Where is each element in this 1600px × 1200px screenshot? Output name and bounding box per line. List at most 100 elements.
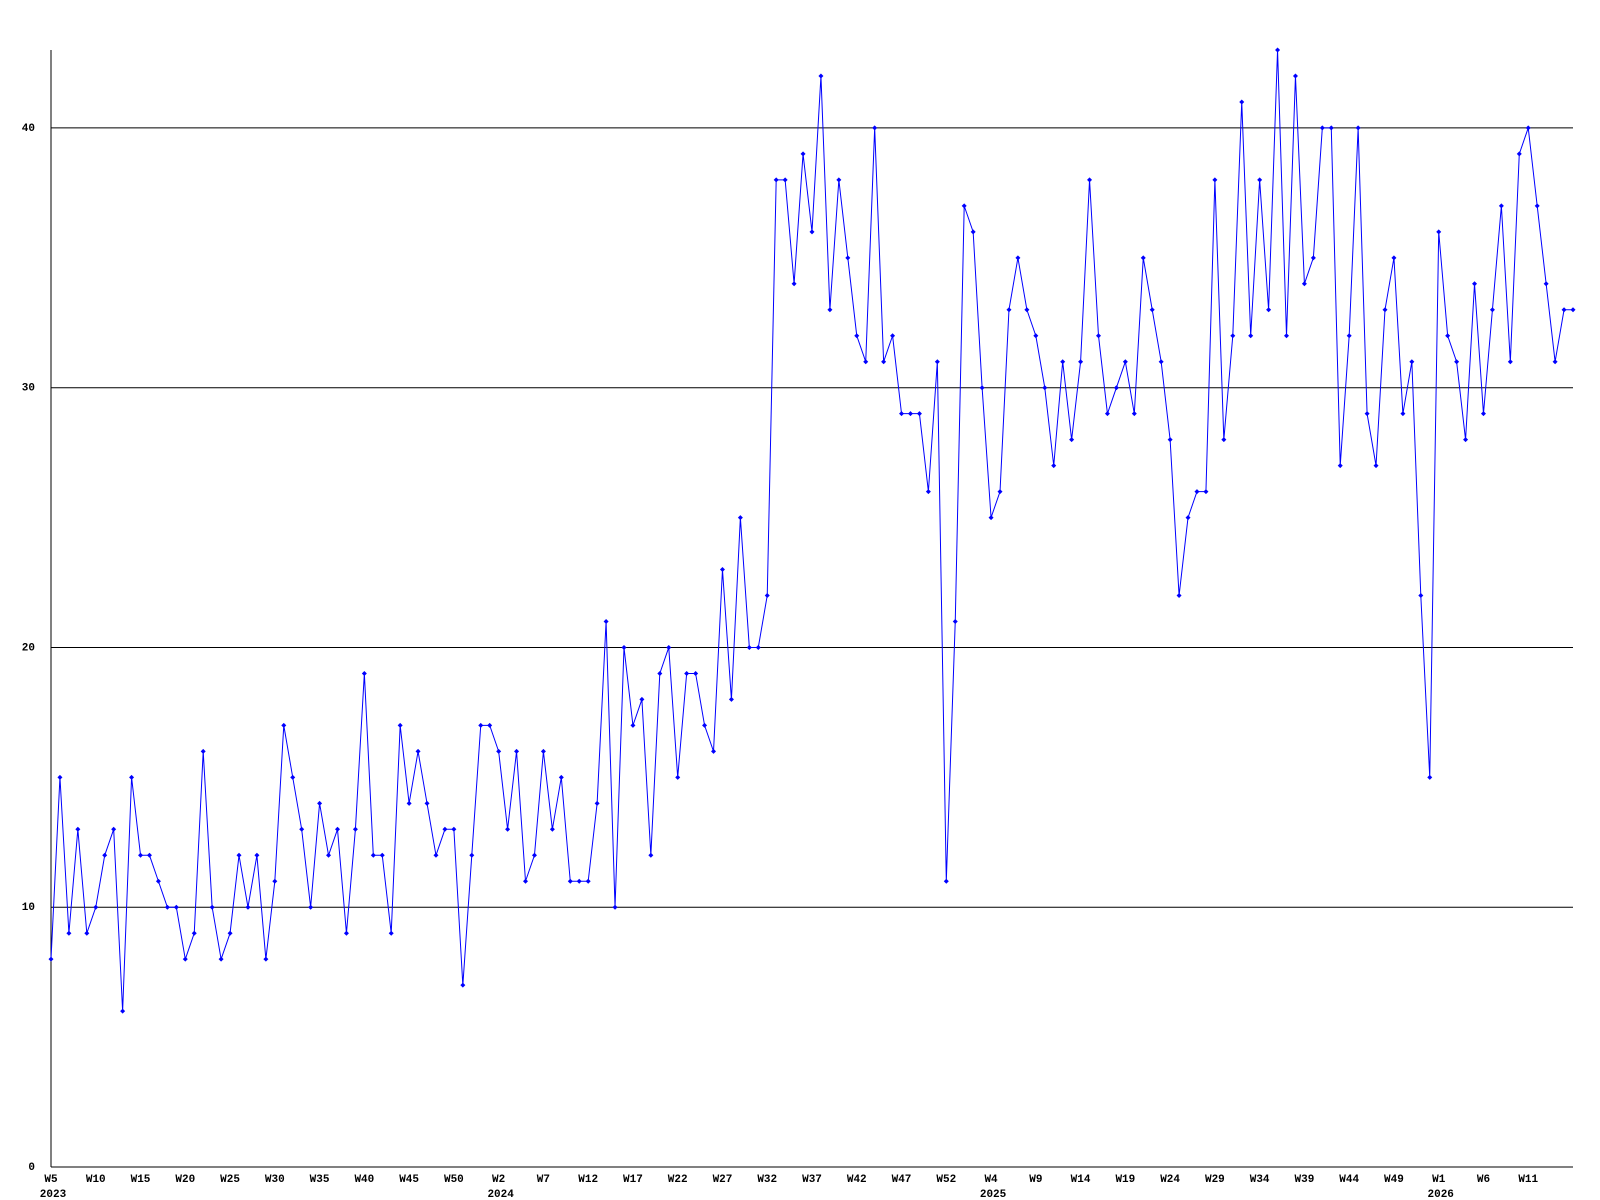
data-point [567, 878, 573, 884]
data-point [57, 774, 63, 780]
data-point [585, 878, 591, 884]
data-point [997, 489, 1003, 495]
data-point [684, 670, 690, 676]
data-point [1391, 255, 1397, 261]
data-point [1507, 359, 1513, 365]
x-tick-label: W9 [1029, 1174, 1042, 1186]
data-point [1033, 333, 1039, 339]
data-point [451, 826, 457, 832]
data-point [711, 748, 717, 754]
data-point [1015, 255, 1021, 261]
data-point [406, 800, 412, 806]
data-point [1230, 333, 1236, 339]
data-point [1364, 411, 1370, 417]
data-point [1543, 281, 1549, 287]
data-point [800, 151, 806, 157]
x-tick-label: W22 [668, 1174, 688, 1186]
data-point [1337, 463, 1343, 469]
data-point [209, 904, 215, 910]
data-point [1382, 307, 1388, 313]
data-point [594, 800, 600, 806]
data-point [1060, 359, 1066, 365]
data-point [737, 515, 743, 521]
data-point [290, 774, 296, 780]
y-tick-label: 10 [22, 902, 35, 914]
data-point [370, 852, 376, 858]
data-point [1006, 307, 1012, 313]
x-tick-label: W45 [399, 1174, 419, 1186]
data-point [308, 904, 314, 910]
x-tick-label: W39 [1295, 1174, 1315, 1186]
data-point [84, 930, 90, 936]
data-point [961, 203, 967, 209]
data-point [263, 956, 269, 962]
x-tick-label: W35 [310, 1174, 330, 1186]
data-point [1221, 437, 1227, 443]
data-point [397, 722, 403, 728]
data-point [146, 852, 152, 858]
data-point [746, 644, 752, 650]
data-point [1069, 437, 1075, 443]
data-point [182, 956, 188, 962]
data-point [245, 904, 251, 910]
data-point [1185, 515, 1191, 521]
x-tick-label: W6 [1477, 1174, 1490, 1186]
data-point [1355, 125, 1361, 131]
x-tick-label: W14 [1071, 1174, 1091, 1186]
data-line [50, 49, 1573, 1012]
data-point [1480, 411, 1486, 417]
data-point [442, 826, 448, 832]
data-point [496, 748, 502, 754]
data-point [1516, 151, 1522, 157]
data-point [478, 722, 484, 728]
data-point [881, 359, 887, 365]
data-point [227, 930, 233, 936]
data-point [1203, 489, 1209, 495]
x-year-label: 2023 [40, 1189, 67, 1200]
data-point [218, 956, 224, 962]
data-point [1212, 177, 1218, 183]
x-tick-label: W52 [936, 1174, 956, 1186]
data-point [1346, 333, 1352, 339]
data-point [1445, 333, 1451, 339]
x-tick-label: W32 [757, 1174, 777, 1186]
data-point [388, 930, 394, 936]
data-point [317, 800, 323, 806]
x-tick-label: W47 [892, 1174, 912, 1186]
x-tick-label: W20 [175, 1174, 195, 1186]
data-point [1292, 73, 1298, 79]
data-point [487, 722, 493, 728]
data-point [120, 1008, 126, 1014]
data-point [1409, 359, 1415, 365]
data-point [1319, 125, 1325, 131]
data-point [1552, 359, 1558, 365]
data-point [952, 618, 958, 624]
data-point [1418, 593, 1424, 599]
data-point [558, 774, 564, 780]
data-point [872, 125, 878, 131]
x-tick-label: W27 [713, 1174, 733, 1186]
data-point [299, 826, 305, 832]
data-point [1328, 125, 1334, 131]
y-tick-label: 40 [22, 123, 35, 135]
y-tick-label: 30 [22, 383, 35, 395]
data-point [343, 930, 349, 936]
data-point [191, 930, 197, 936]
data-point [845, 255, 851, 261]
data-point [934, 359, 940, 365]
data-point [75, 826, 81, 832]
data-point [1275, 47, 1281, 53]
data-point [979, 385, 985, 391]
x-tick-label: W34 [1250, 1174, 1270, 1186]
data-point [1525, 125, 1531, 131]
data-point [540, 748, 546, 754]
data-point [1570, 307, 1576, 313]
data-point [1140, 255, 1146, 261]
data-point [630, 722, 636, 728]
data-point [1534, 203, 1540, 209]
x-tick-label: W19 [1115, 1174, 1135, 1186]
data-point [514, 748, 520, 754]
data-point [424, 800, 430, 806]
x-tick-label: W1 [1432, 1174, 1446, 1186]
data-point [827, 307, 833, 313]
